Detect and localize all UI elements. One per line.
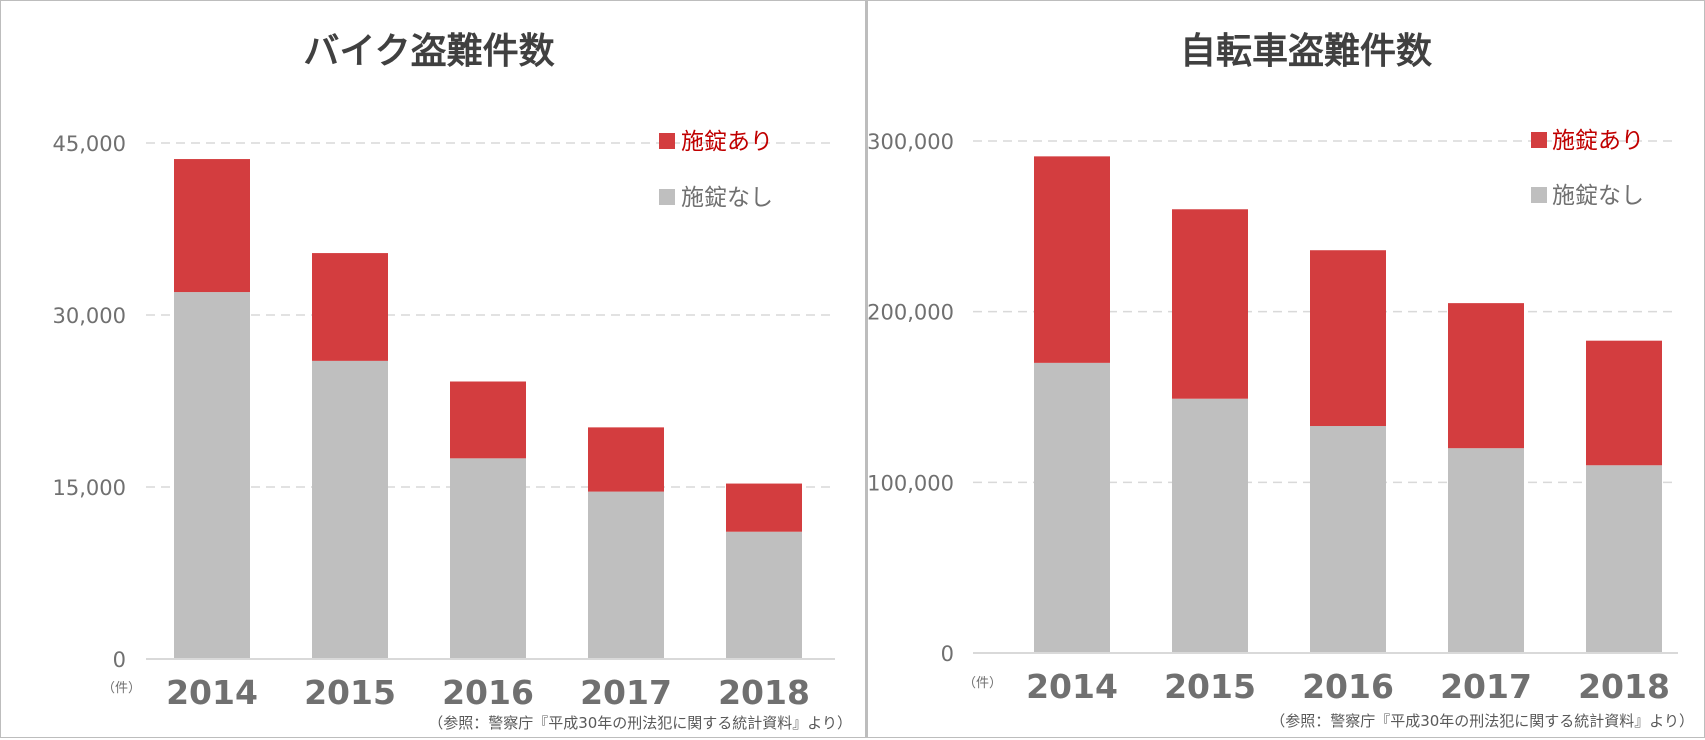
- bar-locked-2016: [450, 381, 526, 459]
- bar-unlocked-2016: [1310, 426, 1386, 653]
- bar-unlocked-2016: [450, 458, 526, 659]
- bicycle-theft-chart: 自転車盗難件数 0 100,000 200,000 300,000 2014 2015 20…: [868, 31, 1694, 730]
- bar-locked-2014: [174, 159, 250, 293]
- chart-title: 自転車盗難件数: [1180, 31, 1432, 72]
- x-tick-label: 2018: [718, 673, 810, 712]
- legend-swatch-locked: [659, 133, 675, 149]
- y-tick-label: 30,000: [53, 304, 126, 328]
- x-tick-label: 2017: [1440, 667, 1532, 706]
- bike-theft-chart: バイク盗難件数 0 15,000 30,000 45,000 2014 2015 2016 2…: [53, 31, 852, 732]
- unit-label: （件）: [102, 681, 141, 696]
- x-tick-label: 2016: [442, 673, 534, 712]
- legend-swatch-unlocked: [659, 189, 675, 205]
- bar-locked-2018: [1586, 340, 1662, 466]
- unit-label: （件）: [963, 676, 1002, 691]
- bar-locked-2017: [1448, 303, 1524, 449]
- bar-locked-2018: [726, 483, 802, 532]
- legend-swatch-locked: [1531, 132, 1547, 148]
- bar-unlocked-2017: [1448, 448, 1524, 653]
- legend-label-locked: 施錠あり: [1552, 128, 1644, 154]
- bar-unlocked-2018: [726, 531, 802, 659]
- y-tick-label: 45,000: [53, 132, 126, 156]
- y-tick-label: 100,000: [868, 471, 954, 495]
- bar-locked-2016: [1310, 250, 1386, 427]
- bar-locked-2015: [312, 253, 388, 361]
- y-tick-label: 0: [941, 642, 954, 666]
- bar-unlocked-2015: [312, 360, 388, 659]
- y-tick-label: 300,000: [868, 130, 954, 154]
- x-tick-label: 2017: [580, 673, 672, 712]
- bar-locked-2017: [588, 427, 664, 492]
- x-tick-label: 2018: [1578, 667, 1670, 706]
- source-note: （参照：警察庁『平成30年の刑法犯に関する統計資料』より）: [1270, 712, 1694, 730]
- y-tick-label: 15,000: [53, 476, 126, 500]
- x-tick-label: 2014: [1026, 667, 1118, 706]
- bar-locked-2014: [1034, 156, 1110, 363]
- bar-unlocked-2017: [588, 491, 664, 659]
- legend-swatch-unlocked: [1531, 187, 1547, 203]
- bar-unlocked-2014: [1034, 362, 1110, 653]
- chart-title: バイク盗難件数: [303, 31, 554, 72]
- legend-label-locked: 施錠あり: [681, 129, 773, 155]
- x-tick-label: 2016: [1302, 667, 1394, 706]
- x-tick-label: 2014: [166, 673, 258, 712]
- y-tick-label: 200,000: [868, 301, 954, 325]
- legend-label-unlocked: 施錠なし: [1552, 183, 1644, 209]
- bar-unlocked-2015: [1172, 398, 1248, 653]
- x-tick-label: 2015: [1164, 667, 1256, 706]
- bike-theft-chart-panel: バイク盗難件数 0 15,000 30,000 45,000 2014 2015 2016 2…: [0, 0, 866, 738]
- bicycle-theft-chart-panel: 自転車盗難件数 0 100,000 200,000 300,000 2014 2015 20…: [866, 0, 1705, 738]
- x-tick-label: 2015: [304, 673, 396, 712]
- bar-unlocked-2014: [174, 292, 250, 659]
- legend-label-unlocked: 施錠なし: [681, 185, 773, 211]
- bar-locked-2015: [1172, 209, 1248, 399]
- source-note: （参照：警察庁『平成30年の刑法犯に関する統計資料』より）: [428, 714, 852, 732]
- bar-unlocked-2018: [1586, 465, 1662, 653]
- y-tick-label: 0: [113, 648, 126, 672]
